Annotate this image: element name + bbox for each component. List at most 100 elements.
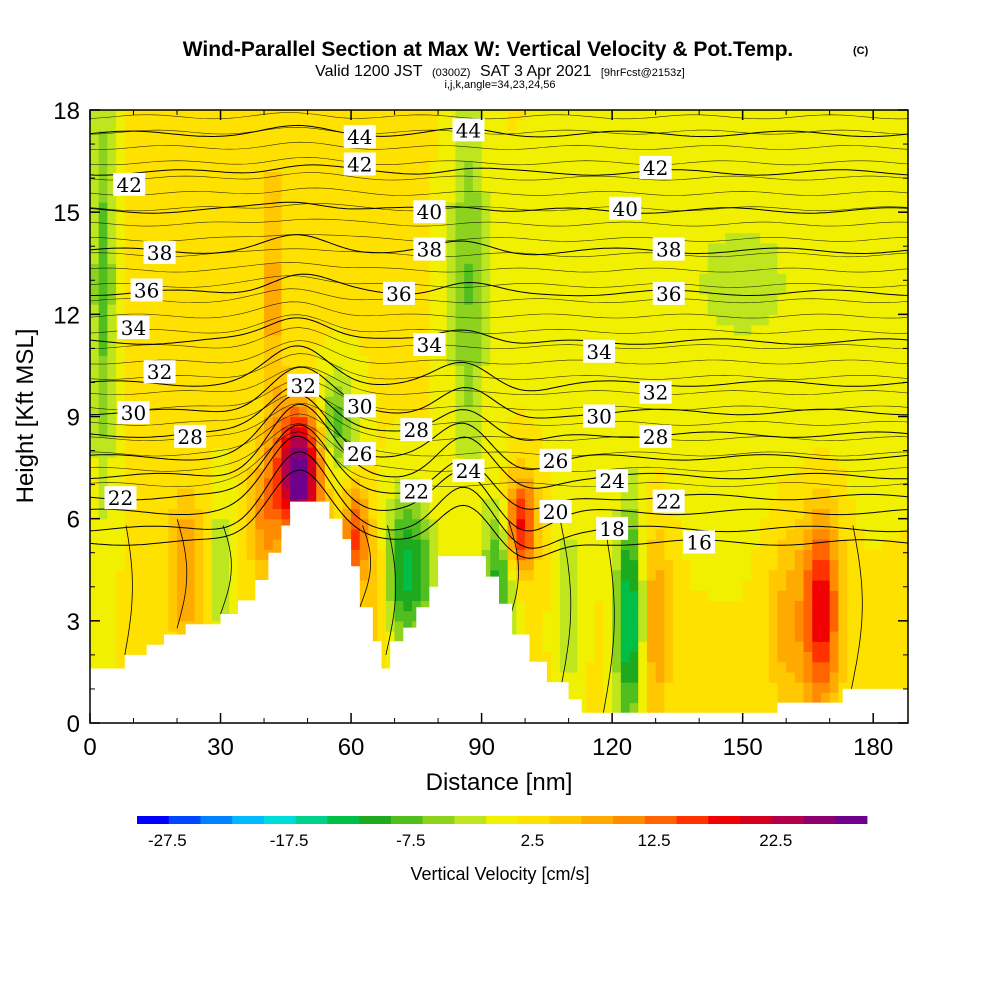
velocity-cell: [612, 120, 622, 132]
velocity-cell: [507, 130, 517, 142]
velocity-cell: [620, 641, 631, 653]
velocity-cell: [542, 344, 552, 356]
velocity-cell: [481, 191, 491, 203]
velocity-cell: [194, 488, 204, 499]
velocity-cell: [716, 314, 726, 326]
velocity-cell: [168, 263, 178, 275]
velocity-cell: [551, 559, 561, 571]
velocity-cell: [742, 467, 752, 479]
velocity-cell: [194, 263, 204, 275]
velocity-cell: [281, 396, 291, 407]
velocity-cell: [446, 498, 457, 510]
velocity-cell: [185, 590, 196, 601]
velocity-cell: [725, 488, 735, 499]
velocity-cell: [768, 651, 779, 663]
velocity-cell: [229, 579, 239, 591]
velocity-cell: [116, 631, 126, 642]
velocity-cell: [559, 671, 570, 683]
velocity-cell: [586, 569, 596, 581]
velocity-cell: [394, 191, 404, 203]
velocity-cell: [725, 344, 735, 356]
velocity-cell: [333, 110, 343, 121]
velocity-cell: [646, 416, 657, 428]
velocity-cell: [420, 304, 430, 315]
velocity-cell: [220, 406, 230, 418]
velocity-cell: [699, 477, 709, 489]
velocity-cell: [612, 671, 622, 683]
velocity-cell: [612, 692, 622, 704]
velocity-cell: [438, 304, 448, 315]
velocity-cell: [699, 110, 709, 121]
velocity-cell: [699, 344, 709, 356]
velocity-cell: [290, 436, 300, 448]
velocity-cell: [699, 641, 709, 653]
velocity-cell: [507, 324, 517, 336]
velocity-cell: [542, 201, 552, 213]
velocity-cell: [786, 253, 796, 264]
velocity-cell: [324, 508, 335, 520]
velocity-cell: [673, 631, 683, 642]
velocity-cell: [177, 508, 187, 520]
velocity-cell: [133, 477, 143, 489]
velocity-cell: [577, 579, 587, 591]
velocity-cell: [429, 528, 439, 540]
velocity-cell: [116, 569, 126, 581]
velocity-cell: [368, 518, 378, 530]
velocity-cell: [568, 457, 578, 469]
velocity-cell: [733, 488, 744, 499]
velocity-cell: [751, 569, 761, 581]
velocity-cell: [455, 518, 465, 530]
velocity-cell: [159, 140, 169, 152]
velocity-cell: [725, 191, 735, 203]
velocity-cell: [516, 324, 526, 336]
velocity-cell: [751, 702, 761, 714]
velocity-cell: [681, 671, 692, 683]
velocity-cell: [438, 161, 448, 172]
velocity-cell: [525, 508, 535, 520]
velocity-cell: [525, 171, 535, 183]
velocity-cell: [612, 181, 622, 193]
velocity-cell: [577, 610, 587, 622]
velocity-cell: [124, 263, 135, 275]
velocity-cell: [324, 467, 335, 479]
velocity-cell: [90, 620, 100, 632]
velocity-cell: [246, 447, 256, 458]
velocity-cell: [168, 579, 178, 591]
velocity-cell: [638, 232, 648, 244]
velocity-cell: [220, 140, 230, 152]
velocity-cell: [281, 130, 291, 142]
velocity-cell: [107, 222, 117, 234]
velocity-cell: [438, 488, 448, 499]
velocity-cell: [159, 150, 169, 162]
velocity-cell: [429, 406, 439, 418]
velocity-cell: [229, 488, 239, 499]
velocity-cell: [333, 120, 343, 132]
velocity-cell: [116, 559, 126, 571]
velocity-cell: [455, 222, 465, 234]
velocity-cell: [255, 304, 265, 315]
velocity-cell: [716, 253, 726, 264]
velocity-cell: [351, 416, 361, 428]
velocity-cell: [359, 232, 370, 244]
velocity-cell: [90, 467, 100, 479]
velocity-cell: [690, 171, 700, 183]
velocity-cell: [185, 457, 196, 469]
velocity-cell: [559, 212, 570, 223]
velocity-cell: [142, 181, 152, 193]
velocity-cell: [150, 304, 161, 315]
velocity-cell: [742, 631, 752, 642]
velocity-cell: [594, 110, 605, 121]
velocity-cell: [725, 457, 735, 469]
velocity-cell: [438, 477, 448, 489]
velocity-cell: [577, 528, 587, 540]
velocity-cell: [98, 590, 108, 601]
velocity-cell: [159, 293, 169, 305]
velocity-cell: [368, 590, 378, 601]
velocity-cell: [777, 508, 787, 520]
velocity-cell: [290, 110, 300, 121]
velocity-cell: [394, 579, 404, 591]
velocity-cell: [673, 222, 683, 234]
velocity-cell: [385, 508, 396, 520]
velocity-cell: [446, 161, 457, 172]
velocity-cell: [377, 212, 387, 223]
